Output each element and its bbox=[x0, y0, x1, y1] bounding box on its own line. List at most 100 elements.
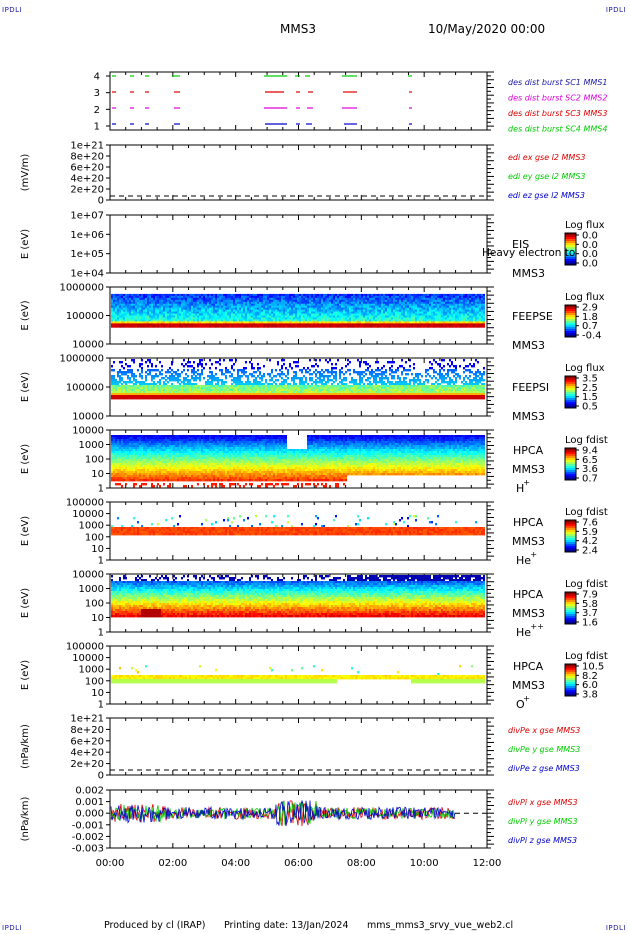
y-tick-label: -0.001 bbox=[72, 820, 104, 831]
y-tick-label: 4e+20 bbox=[70, 174, 104, 185]
y-tick-label: 0.001 bbox=[75, 797, 104, 808]
y-tick-label: 0.002 bbox=[75, 786, 104, 797]
colorbar-gradient bbox=[565, 592, 576, 625]
legend-entry: divPe y gse MMS3 bbox=[508, 745, 580, 754]
spacecraft-label: MMS3 bbox=[512, 535, 545, 548]
instrument-label: FEEPSE bbox=[512, 310, 553, 323]
colorbar-tick-label: -0.4 bbox=[582, 331, 602, 342]
colorbar-tick-label: 0.0 bbox=[582, 259, 598, 270]
spacecraft-label: MMS3 bbox=[512, 679, 545, 692]
colorbar-title: Log fdist bbox=[565, 435, 608, 446]
colorbar-tick-label: 0.7 bbox=[582, 474, 598, 485]
colorbar-title: Log fdist bbox=[565, 651, 608, 662]
y-tick-label: 1e+04 bbox=[70, 269, 104, 280]
instrument-label: HPCA bbox=[513, 660, 544, 673]
panel-frame bbox=[110, 215, 487, 273]
y-tick-label: 1 bbox=[98, 628, 104, 639]
instrument-label: HPCA bbox=[513, 444, 544, 457]
y-tick-label: 8e+20 bbox=[70, 152, 104, 163]
y-tick-label: 10000 bbox=[72, 340, 104, 351]
y-tick-label: -0.003 bbox=[72, 844, 104, 855]
legend-entry: divPi y gse MMS3 bbox=[508, 817, 578, 826]
y-tick-label: 2e+20 bbox=[70, 759, 104, 770]
y-tick-label: -0.002 bbox=[72, 832, 104, 843]
colorbar-title: Log flux bbox=[565, 292, 605, 303]
legend-entry: divPe x gse MMS3 bbox=[508, 726, 580, 735]
footer-file-name: mms_mms3_srvy_vue_web2.cl bbox=[367, 920, 513, 931]
panel-burst: 4 3 2 1 des dist burst SC1 MMS1 des dist burs… bbox=[94, 72, 608, 134]
colorbar-tick-label: 2.4 bbox=[582, 546, 598, 557]
species-label: He bbox=[516, 554, 531, 567]
legend-entry: des dist burst SC1 MMS1 bbox=[508, 78, 607, 87]
y-tick-label: 4 bbox=[94, 72, 100, 83]
y-tick-label: 1000 bbox=[79, 584, 104, 595]
colorbar-title: Log fdist bbox=[565, 579, 608, 590]
y-tick-label: 1 bbox=[94, 122, 100, 133]
colorbar-gradient bbox=[565, 664, 576, 697]
y-tick-label: 100 bbox=[85, 455, 104, 466]
colorbar-tick-label: 0.5 bbox=[582, 402, 598, 413]
spacecraft-label: MMS3 bbox=[512, 267, 545, 280]
charge-label: + bbox=[523, 694, 530, 703]
colorbar-title: Log flux bbox=[565, 220, 605, 231]
colorbar-gradient bbox=[565, 376, 576, 409]
y-tick-label: 10 bbox=[91, 469, 104, 480]
x-tick-label: 02:00 bbox=[158, 858, 187, 869]
y-tick-label: 1e+21 bbox=[70, 141, 104, 152]
colorbar-gradient bbox=[565, 448, 576, 481]
y-axis-label: E (eV) bbox=[20, 516, 31, 546]
y-tick-label: 1000 bbox=[79, 521, 104, 532]
legend-entry: divPi z gse MMS3 bbox=[508, 836, 577, 845]
footer-printing-date: Printing date: 13/Jan/2024 bbox=[224, 920, 349, 931]
legend-entry: des dist burst SC2 MMS2 bbox=[508, 94, 607, 103]
y-tick-label: 100 bbox=[85, 676, 104, 687]
y-tick-label: 10 bbox=[91, 688, 104, 699]
y-tick-label: 0 bbox=[98, 771, 104, 782]
panel-frame bbox=[110, 72, 487, 130]
y-tick-label: 3 bbox=[94, 88, 100, 99]
y-tick-label: 6e+20 bbox=[70, 736, 104, 747]
legend-entry: edi ey gse l2 MMS3 bbox=[508, 172, 586, 181]
legend-entry: divPi x gse MMS3 bbox=[508, 798, 578, 807]
instrument-label: HPCA bbox=[513, 516, 544, 529]
y-tick-label: 100 bbox=[85, 599, 104, 610]
y-axis-label: E (eV) bbox=[20, 660, 31, 690]
y-tick-label: 1e+06 bbox=[70, 230, 104, 241]
y-tick-label: 10000 bbox=[72, 426, 104, 437]
y-tick-label: 100000 bbox=[66, 311, 104, 322]
y-tick-label: 0 bbox=[98, 196, 104, 207]
y-tick-label: 1000 bbox=[79, 440, 104, 451]
species-label: He bbox=[516, 626, 531, 639]
heatmap-cells bbox=[111, 294, 485, 328]
instrument-label: FEEPSI bbox=[512, 381, 549, 394]
y-tick-label: 10000 bbox=[72, 653, 104, 664]
y-tick-label: 2 bbox=[94, 105, 100, 116]
charge-label: + bbox=[523, 478, 530, 487]
colorbar-gradient bbox=[565, 305, 576, 338]
y-tick-label: 2e+20 bbox=[70, 185, 104, 196]
panel-frame bbox=[110, 718, 487, 775]
y-axis-label: E (eV) bbox=[20, 300, 31, 330]
x-tick-label: 10:00 bbox=[410, 858, 439, 869]
legend-entry: edi ex gse l2 MMS3 bbox=[508, 153, 586, 162]
heatmap-cells bbox=[111, 575, 485, 617]
y-tick-label: 100 bbox=[85, 532, 104, 543]
y-tick-label: 0.000 bbox=[75, 809, 104, 820]
y-axis-label: E (eV) bbox=[20, 444, 31, 474]
y-tick-label: 1000000 bbox=[59, 354, 104, 365]
heatmap-cells bbox=[111, 435, 485, 487]
y-tick-label: 100000 bbox=[66, 498, 104, 509]
legend-entry: des dist burst SC4 MMS4 bbox=[508, 125, 607, 134]
heatmap-cells bbox=[111, 359, 485, 399]
y-tick-label: 1e+05 bbox=[70, 249, 104, 260]
charge-label: + bbox=[530, 550, 537, 559]
instrument-label: HPCA bbox=[513, 588, 544, 601]
